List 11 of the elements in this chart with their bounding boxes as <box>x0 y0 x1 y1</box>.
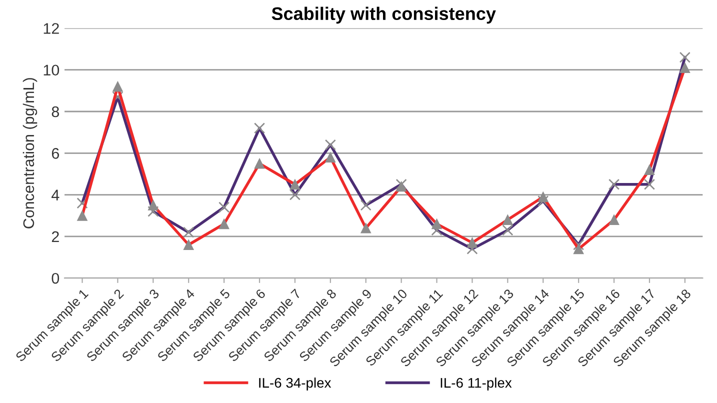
y-tick-label: 0 <box>52 272 60 284</box>
y-tick-label: 12 <box>44 23 59 34</box>
y-tick-label: 6 <box>52 148 59 159</box>
y-tick-label: 4 <box>52 190 60 200</box>
y-tick-label: 8 <box>52 106 60 118</box>
legend-label: IL-6 11-plex <box>440 378 512 390</box>
y-axis-title: Concentration (pg/mL) <box>22 78 38 228</box>
legend-label: IL-6 34-plex <box>259 378 332 390</box>
y-tick-label: 10 <box>44 64 60 76</box>
y-tick-label: 2 <box>52 231 59 242</box>
chart-title: Scability with consistency <box>272 6 496 24</box>
